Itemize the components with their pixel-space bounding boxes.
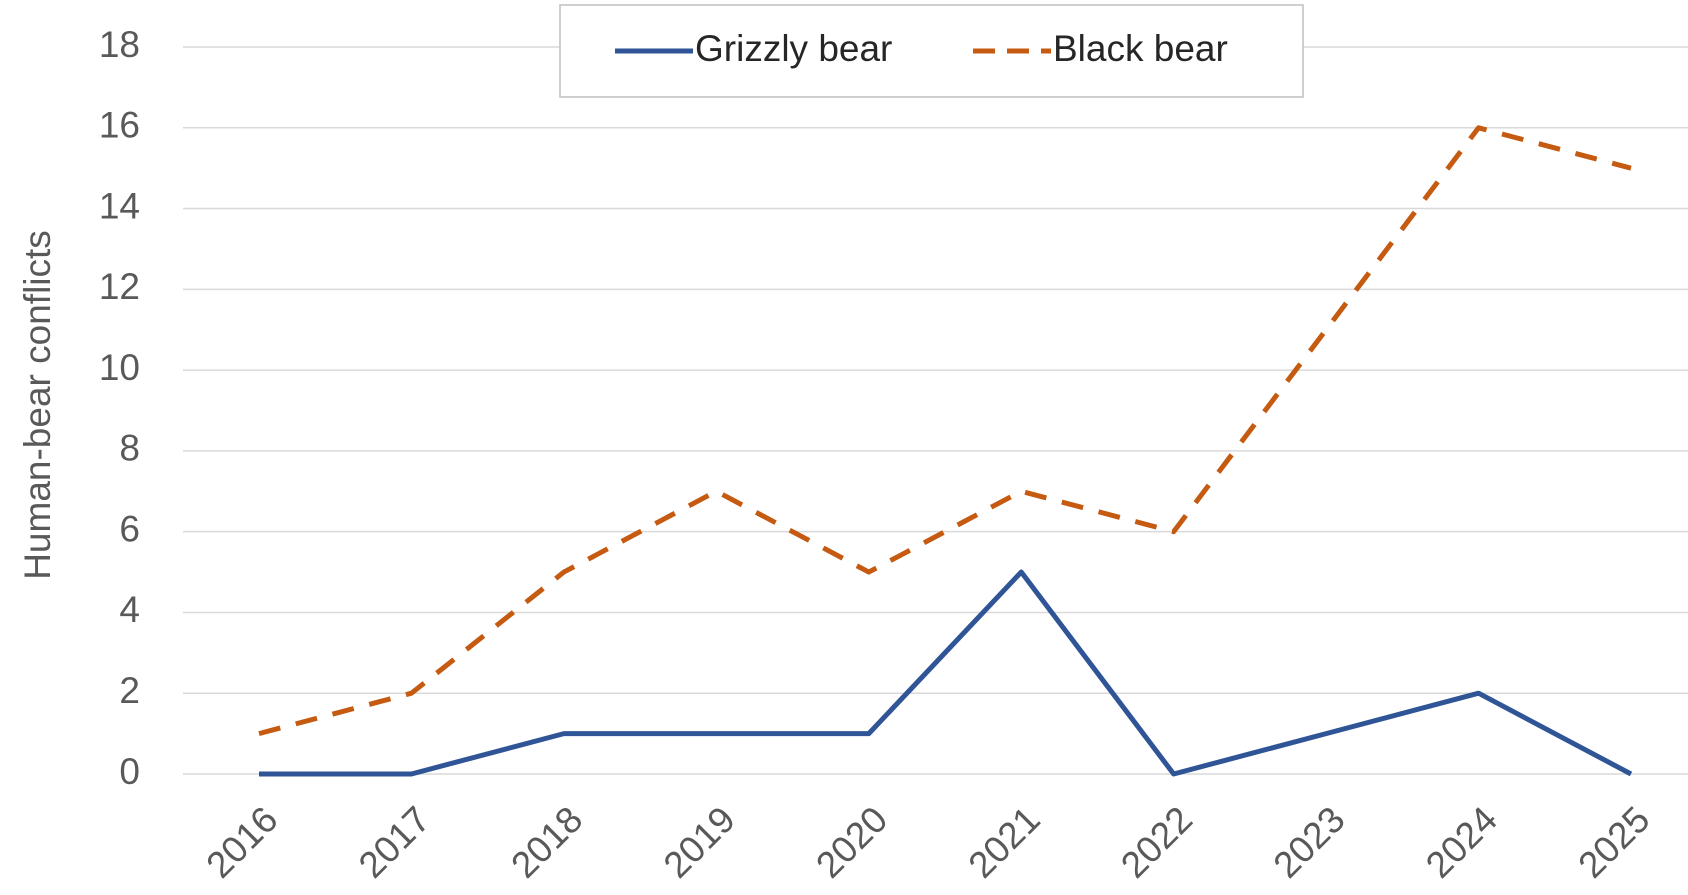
y-tick-label: 6 bbox=[119, 508, 140, 549]
x-tick-label: 2016 bbox=[198, 799, 285, 886]
x-tick-label: 2018 bbox=[503, 799, 590, 886]
x-tick-label: 2023 bbox=[1265, 799, 1352, 886]
x-tick-label: 2024 bbox=[1418, 799, 1505, 886]
series-line bbox=[258, 125, 1632, 737]
y-tick-label: 4 bbox=[119, 589, 140, 630]
x-tick-label: 2017 bbox=[351, 799, 438, 886]
y-tick-label: 2 bbox=[119, 670, 140, 711]
y-tick-label: 8 bbox=[119, 428, 140, 469]
x-tick-label: 2019 bbox=[656, 799, 743, 886]
y-tick-label: 18 bbox=[99, 24, 140, 65]
x-tick-label: 2022 bbox=[1113, 799, 1200, 886]
x-tick-label: 2020 bbox=[808, 799, 895, 886]
legend-box bbox=[559, 4, 1304, 98]
legend-label: Black bear bbox=[1053, 28, 1228, 69]
y-tick-label: 0 bbox=[119, 751, 140, 792]
x-tick-label: 2025 bbox=[1570, 799, 1657, 886]
y-tick-label: 14 bbox=[99, 185, 140, 226]
legend-label: Grizzly bear bbox=[695, 28, 892, 69]
y-tick-label: 16 bbox=[99, 105, 140, 146]
y-tick-label: 12 bbox=[99, 266, 140, 307]
y-axis-label: Human-bear conflicts bbox=[17, 230, 58, 580]
series-line bbox=[259, 569, 1633, 777]
x-tick-label: 2021 bbox=[961, 799, 1048, 886]
y-tick-label: 10 bbox=[99, 347, 140, 388]
